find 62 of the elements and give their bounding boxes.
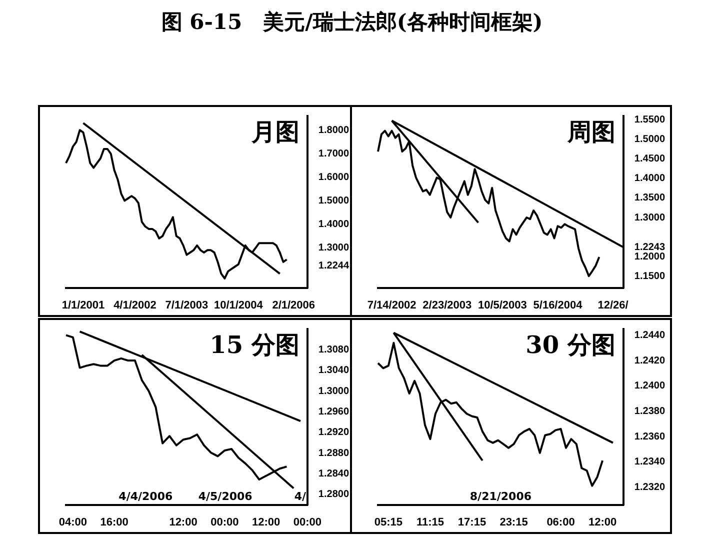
annotation: 4/ (294, 490, 307, 504)
annotation: 8/21/2006 (470, 490, 532, 504)
x-tick-label: 00:00 (210, 516, 239, 528)
y-tick-label: 1.2360 (634, 431, 666, 442)
x-tick-label: 12/26/ (598, 299, 628, 312)
x-tick-label: 06:00 (546, 516, 575, 528)
y-tick-label: 1.2000 (634, 251, 666, 262)
y-tick-label: 1.5000 (318, 195, 350, 206)
y-tick-label: 1.3080 (318, 344, 350, 356)
x-tick-label: 12:00 (169, 516, 198, 528)
y-tick-label: 1.2380 (634, 406, 666, 417)
y-tick-label: 1.2920 (318, 427, 350, 438)
y-tick-label: 1.3000 (318, 242, 350, 254)
x-tick-label: 05:15 (374, 516, 403, 528)
y-tick-label: 1.4000 (634, 173, 666, 184)
y-tick-label: 1.2243 (634, 242, 666, 253)
annotation: 4/4/2006 (118, 490, 173, 504)
y-tick-label: 1.3000 (634, 212, 666, 224)
x-tick-label: 4/1/2002 (114, 299, 156, 312)
x-tick-label: 17:15 (458, 516, 486, 528)
y-tick-label: 1.5000 (634, 134, 666, 146)
x-tick-label: 1/1/2001 (62, 299, 105, 312)
x-tick-label: 00:00 (293, 516, 322, 528)
y-tick-label: 1.5500 (634, 114, 666, 126)
x-tick-label: 12:00 (252, 516, 280, 528)
chart-title: 15 分图 (210, 330, 300, 360)
y-tick-label: 1.4000 (318, 219, 350, 230)
x-tick-label: 2/23/2003 (422, 299, 472, 312)
x-tick-label: 7/1/2003 (165, 299, 208, 312)
y-tick-label: 1.2320 (634, 482, 666, 493)
caption: 图 6-15 美元/瑞士法郎(各种时间框架) (160, 8, 544, 36)
y-tick-label: 1.2244 (318, 260, 350, 272)
y-tick-label: 1.2440 (634, 330, 666, 342)
x-tick-label: 04:00 (58, 516, 87, 528)
x-tick-label: 7/14/2002 (367, 299, 416, 312)
y-tick-label: 1.2400 (634, 380, 666, 392)
y-tick-label: 1.2960 (318, 406, 350, 418)
chart-title: 30 分图 (526, 330, 616, 360)
x-tick-label: 10/1/2004 (214, 299, 264, 312)
x-tick-label: 11:15 (416, 516, 444, 528)
y-tick-label: 1.1500 (634, 270, 666, 282)
y-tick-label: 1.6000 (318, 172, 350, 183)
y-tick-label: 1.2840 (318, 468, 350, 480)
y-tick-label: 1.2340 (634, 456, 666, 468)
y-tick-label: 1.8000 (318, 124, 350, 136)
x-tick-label: 10/5/2003 (478, 299, 527, 312)
x-tick-label: 2/1/2006 (272, 299, 316, 312)
y-tick-label: 1.7000 (318, 148, 350, 160)
y-tick-label: 1.2880 (318, 448, 350, 459)
y-tick-label: 1.2800 (318, 489, 350, 500)
annotation: 4/5/2006 (198, 490, 253, 504)
y-tick-label: 1.2420 (634, 355, 666, 366)
x-tick-label: 5/16/2004 (533, 299, 584, 312)
y-tick-label: 1.3000 (318, 386, 350, 397)
chart-title: 周图 (566, 117, 616, 146)
y-tick-label: 1.3500 (634, 192, 666, 204)
y-tick-label: 1.3040 (318, 365, 350, 376)
y-tick-label: 1.4500 (634, 154, 666, 165)
x-tick-label: 12:00 (588, 516, 617, 528)
x-tick-label: 16:00 (100, 516, 128, 528)
chart-title: 月图 (250, 117, 300, 146)
x-tick-label: 23:15 (500, 516, 528, 528)
